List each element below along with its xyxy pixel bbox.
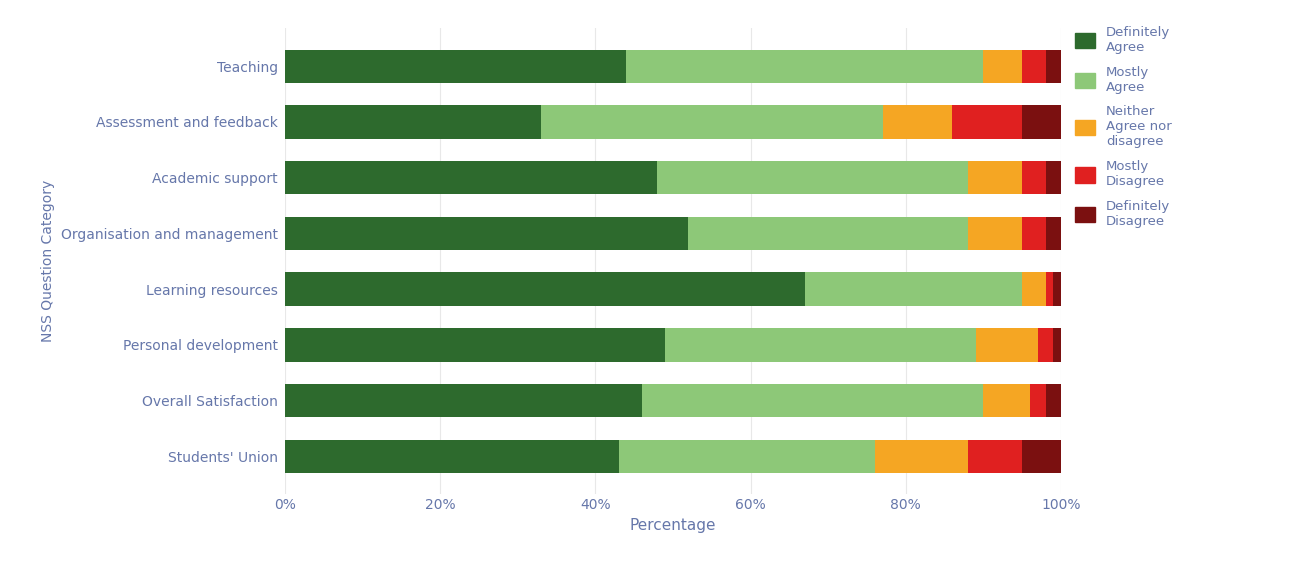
Bar [1022, 273, 1046, 306]
Bar [968, 161, 1022, 194]
Bar [968, 440, 1022, 473]
Bar [805, 273, 1022, 306]
Bar [1046, 161, 1061, 194]
Bar [1022, 49, 1046, 83]
Bar [285, 328, 665, 362]
Bar [285, 384, 642, 417]
Bar [285, 161, 657, 194]
Bar [285, 217, 688, 250]
Bar [285, 273, 805, 306]
Bar [1046, 217, 1061, 250]
Bar [1053, 273, 1061, 306]
Bar [1022, 217, 1046, 250]
Bar [1053, 328, 1061, 362]
Bar [1030, 384, 1046, 417]
X-axis label: Percentage: Percentage [630, 518, 716, 533]
Bar [883, 105, 952, 139]
Bar [285, 105, 541, 139]
Bar [1022, 161, 1046, 194]
Bar [968, 217, 1022, 250]
Bar [642, 384, 983, 417]
Bar [1046, 384, 1061, 417]
Bar [875, 440, 968, 473]
Bar [285, 49, 626, 83]
Bar [657, 161, 968, 194]
Bar [1046, 273, 1053, 306]
Bar [976, 328, 1038, 362]
Bar [1046, 49, 1061, 83]
Bar [541, 105, 883, 139]
Bar [626, 49, 983, 83]
Bar [665, 328, 976, 362]
Bar [688, 217, 968, 250]
Bar [619, 440, 875, 473]
Bar [1038, 328, 1053, 362]
Bar [285, 440, 619, 473]
Bar [1022, 440, 1061, 473]
Legend: Definitely
Agree, Mostly
Agree, Neither
Agree nor
disagree, Mostly
Disagree, Def: Definitely Agree, Mostly Agree, Neither … [1075, 26, 1171, 228]
Y-axis label: NSS Question Category: NSS Question Category [41, 180, 56, 343]
Bar [952, 105, 1022, 139]
Bar [983, 384, 1030, 417]
Bar [983, 49, 1022, 83]
Bar [1022, 105, 1061, 139]
